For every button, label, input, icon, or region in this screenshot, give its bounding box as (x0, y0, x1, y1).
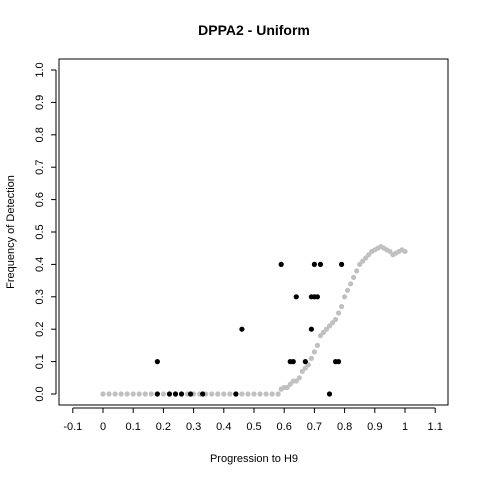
smoothed-point (251, 391, 257, 397)
y-axis-label: Frequency of Detection (5, 175, 17, 289)
y-tick-label: 0.1 (34, 354, 46, 369)
smoothed-point (342, 294, 348, 300)
observed-point (233, 391, 239, 397)
x-tick-label: -0.1 (63, 421, 82, 433)
smoothed-point (106, 391, 112, 397)
observed-point (178, 391, 185, 397)
smoothed-point (239, 391, 245, 397)
y-tick-label: 0.2 (34, 322, 46, 337)
observed-point (314, 294, 321, 300)
smoothed-point (351, 274, 357, 280)
smoothed-point (112, 391, 118, 397)
smoothed-point (148, 391, 154, 397)
smoothed-point (215, 391, 221, 397)
smoothed-point (332, 316, 339, 323)
smoothed-point (136, 391, 142, 397)
x-tick-label: 0.8 (337, 421, 352, 433)
observed-point (326, 391, 333, 397)
x-tick-label: 0.6 (277, 421, 292, 433)
smoothed-point (311, 349, 317, 355)
smoothed-point (100, 391, 106, 397)
x-axis: -0.1 0 0.1 0.2 0.3 0.4 0.5 0.6 0.7 0.8 0.9 1 1.1 (63, 407, 443, 433)
smoothed-point (118, 391, 124, 397)
observed-point (239, 326, 245, 332)
smoothed-point (263, 391, 269, 397)
smoothed-point (335, 310, 342, 316)
chart-title: DPPA2 - Uniform (198, 22, 310, 38)
smoothed-point (130, 391, 136, 397)
smoothed-point (142, 391, 148, 397)
smoothed-point (348, 281, 354, 287)
x-tick-label: 0.3 (186, 421, 201, 433)
smoothed-point (402, 248, 408, 255)
smoothed-point (209, 391, 215, 397)
x-tick-label: 0.9 (367, 421, 382, 433)
y-tick-label: 0.8 (34, 127, 46, 142)
x-tick-label: 0.1 (126, 421, 141, 433)
observed-point (335, 359, 342, 365)
data-points (100, 243, 408, 397)
x-tick-label: 0.7 (307, 421, 322, 433)
y-tick-label: 0.5 (34, 224, 46, 239)
observed-point (308, 326, 314, 332)
observed-point (278, 261, 284, 267)
x-tick-label: 0.5 (246, 421, 261, 433)
observed-point (317, 261, 324, 267)
x-tick-label: 0 (100, 421, 106, 433)
observed-point (293, 294, 299, 300)
observed-point (311, 261, 317, 267)
observed-point (290, 359, 296, 365)
y-tick-label: 0.0 (34, 386, 46, 401)
observed-point (302, 359, 308, 365)
x-tick-label: 1.1 (428, 421, 443, 433)
y-tick-label: 0.7 (34, 160, 46, 175)
observed-point (187, 391, 194, 397)
x-axis-label: Progression to H9 (210, 453, 298, 465)
x-tick-label: 0.2 (156, 421, 171, 433)
x-tick-label: 1 (402, 421, 408, 433)
y-tick-label: 0.3 (34, 289, 46, 304)
y-tick-label: 0.4 (34, 257, 46, 272)
observed-point (338, 261, 345, 267)
smoothed-point (227, 391, 233, 397)
smoothed-point (124, 391, 130, 397)
smoothed-point (296, 375, 302, 381)
smoothed-point (275, 391, 281, 397)
y-axis: 0.0 0.1 0.2 0.3 0.4 0.5 0.6 0.7 0.8 0.9 1.0 (34, 62, 57, 402)
y-tick-label: 1.0 (34, 62, 46, 77)
observed-point (154, 359, 160, 365)
plot-frame (58, 58, 449, 406)
smoothed-point (354, 268, 360, 274)
smoothed-point (314, 342, 321, 348)
smoothed-point (257, 391, 263, 397)
x-tick-label: 0.4 (216, 421, 231, 433)
smoothed-point (245, 391, 251, 397)
smoothed-point (338, 303, 345, 310)
y-tick-label: 0.6 (34, 192, 46, 207)
observed-point (200, 391, 206, 397)
smoothed-point (345, 287, 351, 293)
smoothed-point (221, 391, 227, 397)
observed-point (154, 391, 160, 397)
observed-point (172, 391, 179, 397)
observed-point (166, 391, 173, 397)
smoothed-point (269, 391, 275, 397)
smoothed-point (308, 355, 314, 361)
y-tick-label: 0.9 (34, 95, 46, 110)
smoothed-point (160, 391, 166, 397)
